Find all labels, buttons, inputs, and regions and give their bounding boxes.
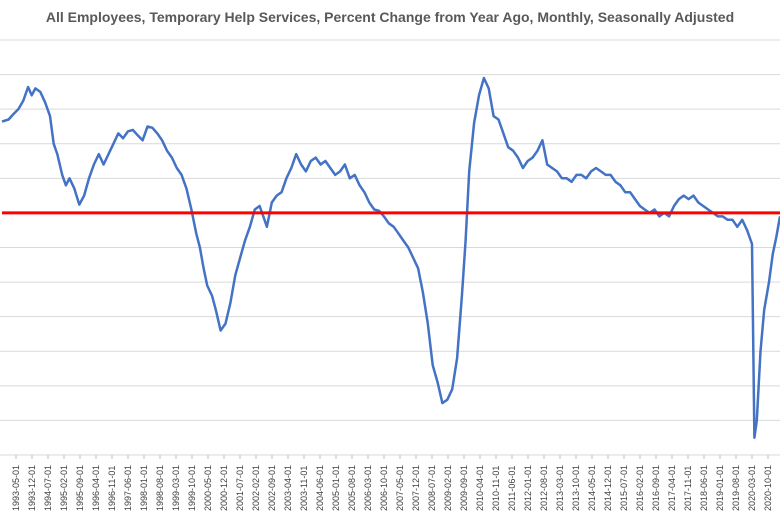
- x-tick-label: 1997-06-01: [123, 465, 133, 511]
- chart-title: All Employees, Temporary Help Services, …: [45, 9, 735, 25]
- x-tick-label: 1993-05-01: [11, 465, 21, 511]
- x-tick-label: 2012-01-01: [523, 465, 533, 511]
- x-tick-label: 1996-11-01: [107, 466, 117, 511]
- x-tick-label: 1994-07-01: [43, 465, 53, 511]
- x-tick-label: 2006-10-01: [379, 465, 389, 511]
- x-tick-label: 2009-02-01: [443, 465, 453, 511]
- x-tick-label: 2014-05-01: [587, 465, 597, 511]
- x-tick-label: 1998-08-01: [155, 465, 165, 511]
- x-tick-label: 2016-02-01: [635, 465, 645, 511]
- x-tick-label: 2017-04-01: [667, 465, 677, 511]
- x-tick-label: 2013-10-01: [571, 465, 581, 511]
- x-tick-label: 1999-10-01: [187, 465, 197, 511]
- x-tick-label: 2014-12-01: [603, 465, 613, 511]
- x-tick-label: 2000-12-01: [219, 465, 229, 511]
- x-tick-label: 2018-06-01: [699, 465, 709, 511]
- x-tick-label: 2008-07-01: [427, 465, 437, 511]
- x-tick-label: 2003-04-01: [283, 465, 293, 511]
- x-tick-label: 2007-05-01: [395, 465, 405, 511]
- x-tick-label: 2019-01-01: [715, 465, 725, 511]
- x-tick-label: 2019-08-01: [731, 465, 741, 511]
- x-tick-label: 2002-09-01: [267, 465, 277, 511]
- x-tick-label: 2015-07-01: [619, 465, 629, 511]
- x-tick-label: 2001-07-01: [235, 465, 245, 511]
- x-tick-label: 2020-10-01: [763, 465, 773, 511]
- x-tick-label: 2012-08-01: [539, 465, 549, 511]
- x-tick-label: 2009-09-01: [459, 465, 469, 511]
- x-tick-label: 1999-03-01: [171, 465, 181, 511]
- x-tick-label: 2010-04-01: [475, 465, 485, 511]
- x-tick-label: 2016-09-01: [651, 465, 661, 511]
- x-tick-label: 2020-03-01: [747, 465, 757, 511]
- x-tick-label: 1996-04-01: [91, 465, 101, 511]
- x-tick-label: 2003-11-01: [299, 466, 309, 511]
- x-tick-label: 1995-02-01: [59, 465, 69, 511]
- x-tick-label: 1995-09-01: [75, 465, 85, 511]
- series-line: [1, 76, 780, 439]
- x-tick-label: 2011-06-01: [507, 466, 517, 511]
- x-tick-label: 2006-03-01: [363, 465, 373, 511]
- x-tick-label: 2004-06-01: [315, 465, 325, 511]
- x-tick-label: 2017-11-01: [683, 466, 693, 511]
- x-tick-label: 2005-08-01: [347, 465, 357, 511]
- x-tick-label: 2010-11-01: [491, 466, 501, 511]
- x-tick-label: 2002-02-01: [251, 465, 261, 511]
- x-tick-label: 1998-01-01: [139, 465, 149, 511]
- x-tick-label: 1993-12-01: [27, 465, 37, 511]
- x-tick-label: 2007-12-01: [411, 465, 421, 511]
- x-tick-label: 2005-01-01: [331, 465, 341, 511]
- x-tick-label: 2000-05-01: [203, 465, 213, 511]
- x-tick-label: 2013-03-01: [555, 465, 565, 511]
